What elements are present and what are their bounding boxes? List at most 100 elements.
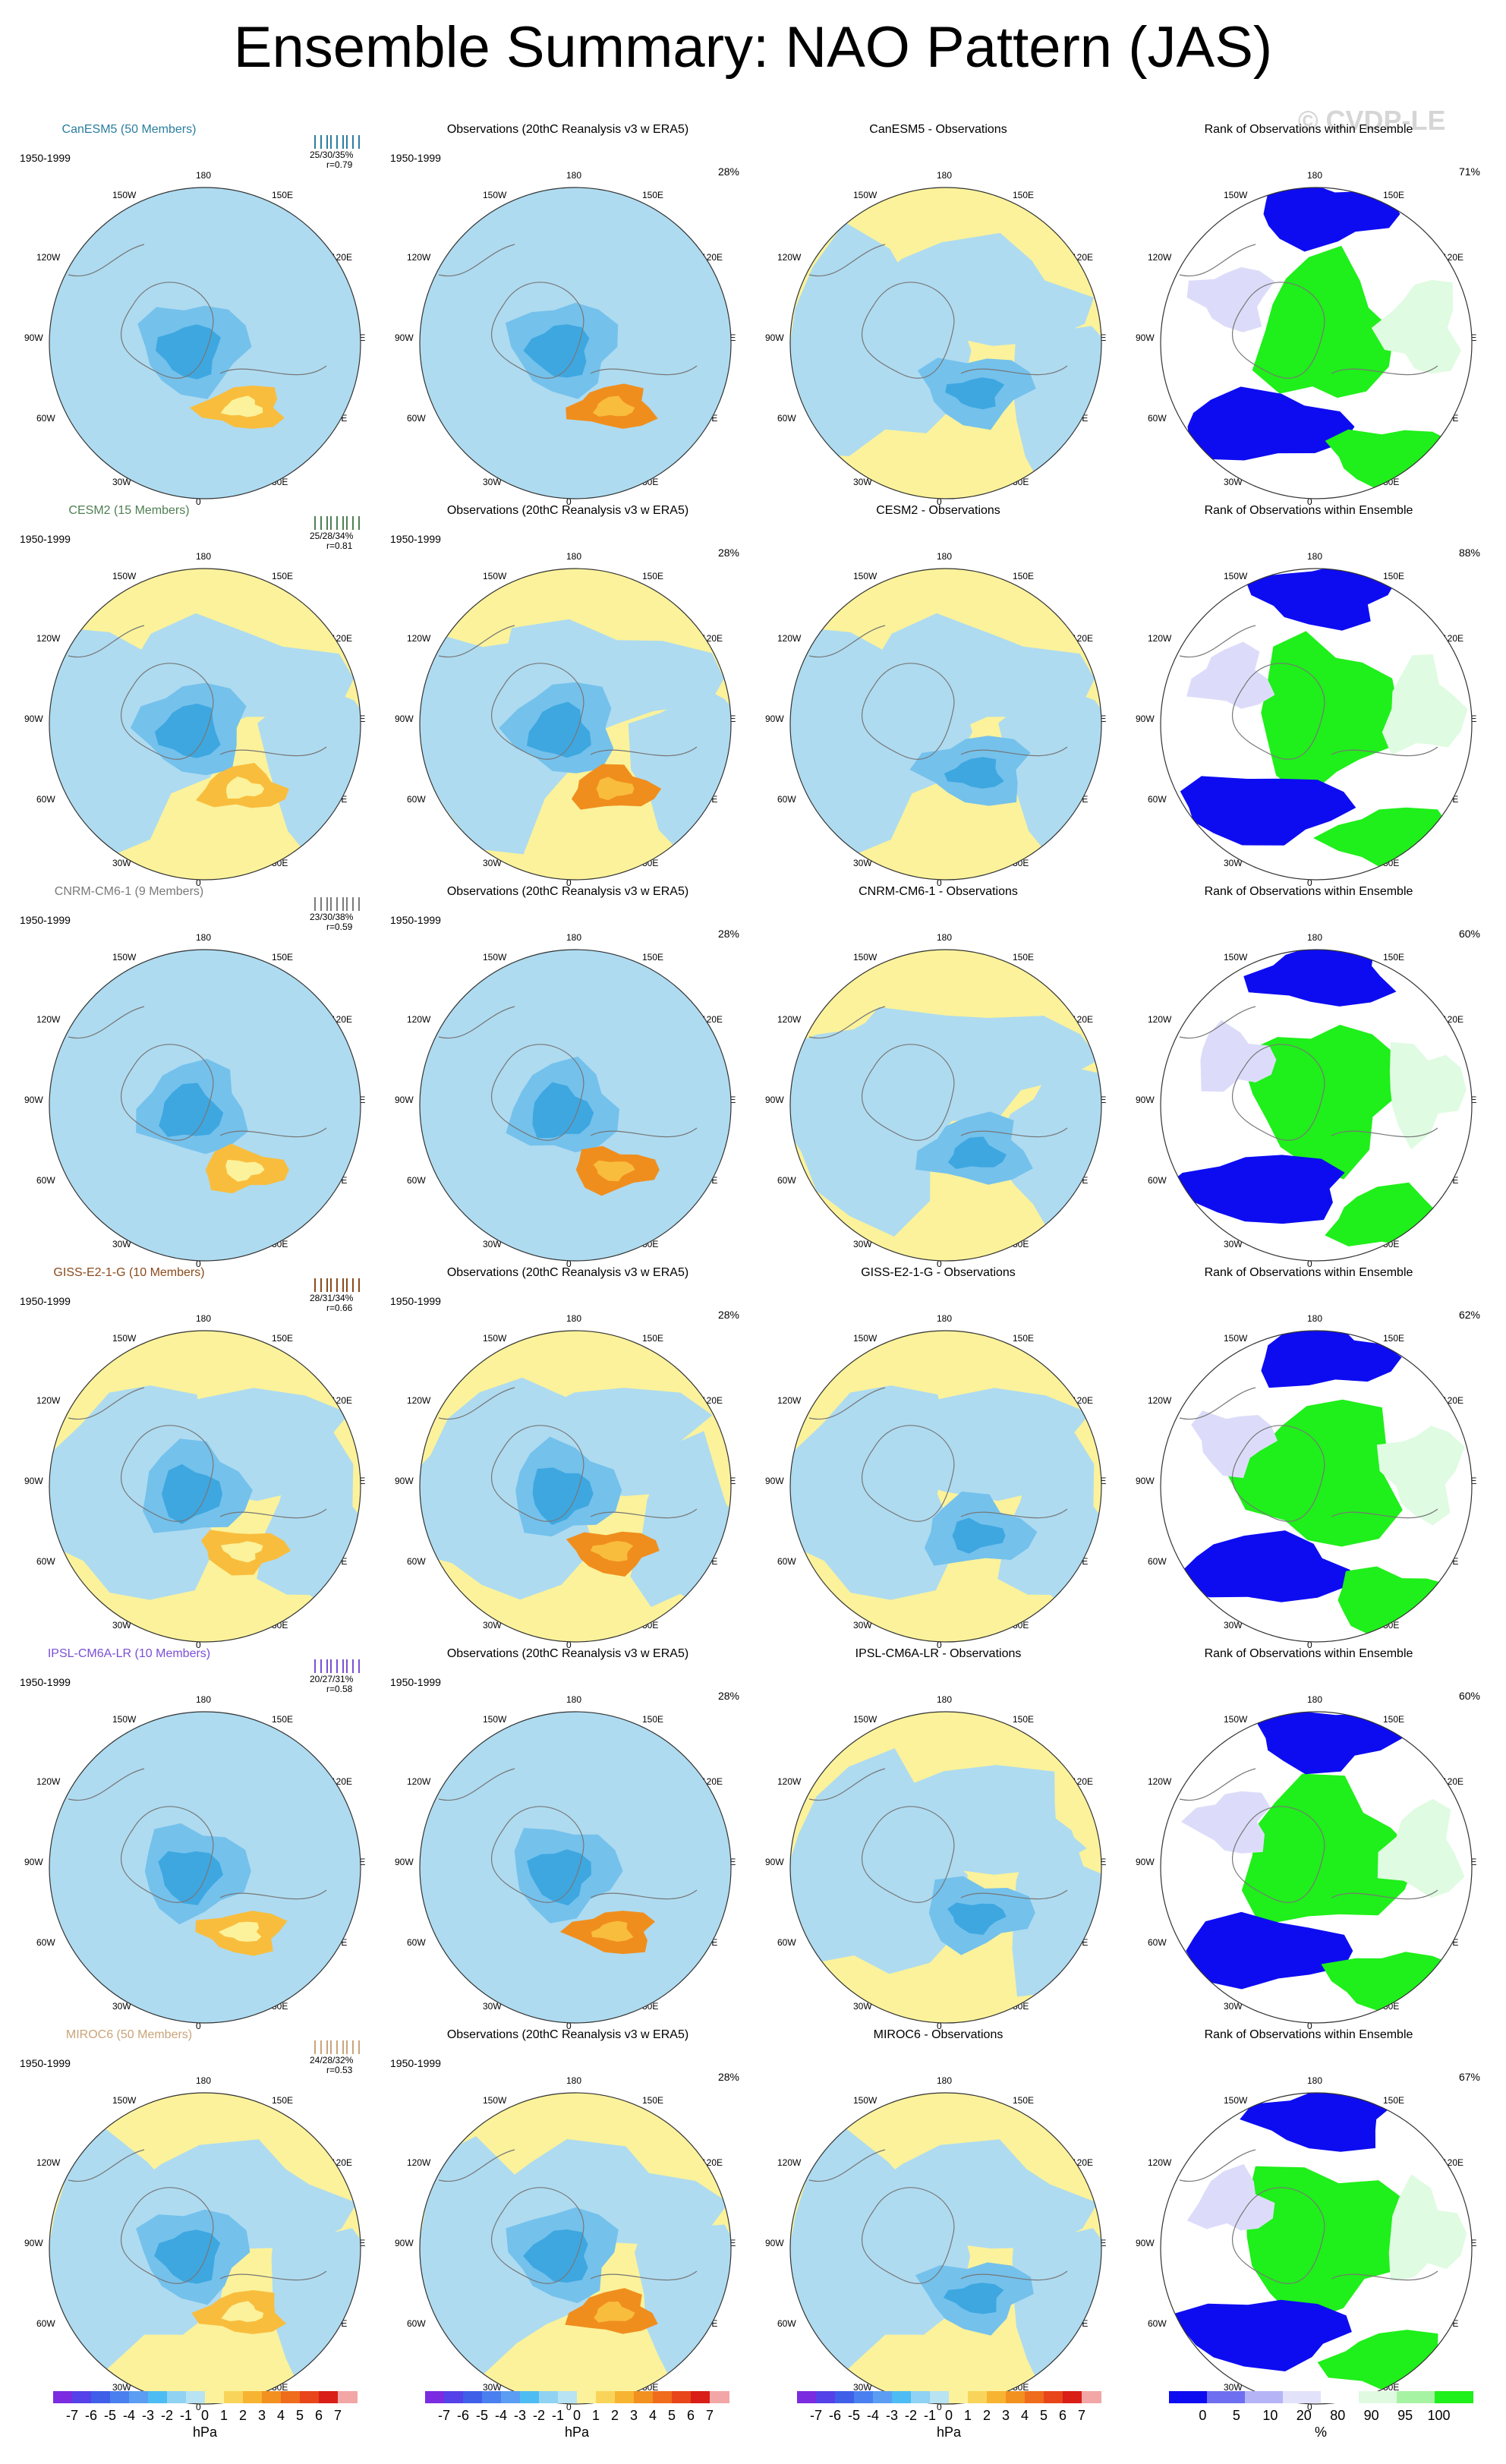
longitude-label: 150W bbox=[483, 571, 507, 581]
longitude-label: 180 bbox=[937, 2075, 953, 2086]
diff-title: CESM2 - Observations bbox=[876, 504, 1000, 517]
rank-map bbox=[1160, 2092, 1473, 2405]
longitude-label: 150W bbox=[853, 952, 877, 963]
longitude-label: 120W bbox=[36, 2157, 61, 2168]
obs-percent: 28% bbox=[717, 1309, 739, 1321]
map-boundary bbox=[419, 1330, 732, 1643]
rank-percent: 71% bbox=[1458, 165, 1480, 178]
longitude-label: 180 bbox=[566, 1313, 582, 1324]
member-tick bbox=[352, 897, 354, 911]
member-ticks bbox=[304, 134, 376, 150]
model-panel: CESM2 (15 Members) 1950-1999 25/28/34% r=0.… bbox=[15, 380, 380, 888]
map-boundary bbox=[1160, 1330, 1473, 1643]
colorbar-swatch bbox=[262, 2391, 282, 2403]
longitude-label: 90W bbox=[395, 2238, 414, 2248]
longitude-label: 30W bbox=[112, 477, 131, 487]
longitude-label: 120W bbox=[1148, 252, 1172, 263]
stats-percentiles: 25/30/35% bbox=[310, 150, 354, 160]
colorbar-tick: -5 bbox=[103, 2408, 117, 2423]
longitude-label: 0 bbox=[196, 496, 201, 507]
member-tick bbox=[336, 516, 338, 530]
map-boundary bbox=[419, 568, 732, 881]
coastline bbox=[808, 1006, 1068, 1138]
longitude-label: 180 bbox=[196, 2075, 212, 2086]
rank-mid-region bbox=[1200, 1019, 1277, 1092]
member-tick bbox=[346, 897, 348, 911]
member-tick bbox=[352, 135, 354, 149]
longitude-label: 150E bbox=[642, 1714, 664, 1725]
colorbar-tick: -5 bbox=[847, 2408, 861, 2423]
coastline bbox=[438, 1387, 698, 1519]
longitude-label: 0 bbox=[566, 2402, 572, 2412]
longitude-label: 150W bbox=[483, 2095, 507, 2106]
longitude-label: 120W bbox=[36, 252, 61, 263]
map-boundary bbox=[49, 187, 361, 499]
longitude-label: 90W bbox=[1136, 1095, 1155, 1105]
rank-low-region bbox=[1171, 1530, 1350, 1602]
obs-title: Observations (20thC Reanalysis v3 w ERA5… bbox=[446, 885, 689, 898]
longitude-label: 150W bbox=[853, 1714, 877, 1725]
member-tick bbox=[358, 2040, 360, 2054]
rank-title: Rank of Observations within Ensemble bbox=[1204, 1266, 1413, 1279]
longitude-label: 150W bbox=[1224, 1714, 1248, 1725]
watermark: © CVDP-LE bbox=[1298, 105, 1446, 136]
longitude-label: 120W bbox=[407, 633, 431, 644]
colorbar-swatch bbox=[968, 2391, 988, 2403]
stats-correlation: r=0.79 bbox=[326, 159, 353, 170]
member-tick bbox=[314, 516, 316, 530]
colorbar-swatch bbox=[148, 2391, 168, 2403]
ensemble-stats: 24/28/32% r=0.53 bbox=[304, 2039, 376, 2075]
colorbar-swatch bbox=[520, 2391, 540, 2403]
longitude-label: 180 bbox=[937, 1694, 953, 1705]
longitude-label: 60W bbox=[407, 794, 426, 805]
negative-anomaly-region bbox=[49, 222, 231, 456]
colorbar-swatch bbox=[444, 2391, 464, 2403]
colorbar-tick: -2 bbox=[160, 2408, 174, 2423]
negative-anomaly-region bbox=[790, 1748, 968, 1974]
colorbar-tick: 4 bbox=[276, 2408, 285, 2423]
colorbar-swatch bbox=[653, 2391, 673, 2403]
longitude-label: 150E bbox=[1013, 571, 1035, 581]
member-tick bbox=[342, 1278, 344, 1292]
longitude-label: 150E bbox=[1383, 1333, 1405, 1344]
longitude-label: 90W bbox=[24, 1476, 43, 1486]
colorbar-tick: 6 bbox=[314, 2408, 323, 2423]
colorbar-swatch bbox=[615, 2391, 635, 2403]
colorbar-swatch bbox=[691, 2391, 710, 2403]
rank-mid-region bbox=[1186, 2163, 1275, 2231]
longitude-label: 180 bbox=[1307, 551, 1323, 562]
obs-panel: Observations (20thC Reanalysis v3 w ERA5… bbox=[386, 1904, 750, 2412]
obs-map bbox=[419, 1711, 732, 2024]
diff-title: MIROC6 - Observations bbox=[873, 2028, 1003, 2041]
rank-low-region bbox=[1172, 2299, 1352, 2371]
longitude-label: 90W bbox=[765, 1095, 784, 1105]
longitude-label: 150E bbox=[1383, 2095, 1405, 2106]
colorbar-tick: -6 bbox=[456, 2408, 470, 2423]
longitude-label: 180 bbox=[937, 551, 953, 562]
page-title: Ensemble Summary: NAO Pattern (JAS) bbox=[233, 15, 1273, 80]
rank-title: Rank of Observations within Ensemble bbox=[1204, 504, 1413, 517]
rank-mid-region bbox=[1382, 654, 1468, 755]
model-map bbox=[49, 1330, 361, 1643]
colorbar-hpa-3: -7 -6 -5 -4 -3 -2 -1 0 1 2 3 4 5 6 7 hPa bbox=[797, 2391, 1101, 2452]
longitude-label: 30W bbox=[483, 1239, 502, 1249]
longitude-label: 120W bbox=[777, 1014, 802, 1025]
member-tick bbox=[326, 135, 328, 149]
longitude-label: 180 bbox=[196, 1313, 212, 1324]
obs-map bbox=[419, 1330, 732, 1643]
longitude-label: 150E bbox=[642, 571, 664, 581]
colorbar-swatch bbox=[797, 2391, 817, 2403]
colorbar-tick: -1 bbox=[923, 2408, 937, 2423]
colorbar-swatch bbox=[281, 2391, 301, 2403]
coastline bbox=[1232, 663, 1325, 760]
colorbar-tick: -7 bbox=[437, 2408, 451, 2423]
period-label: 1950-1999 bbox=[390, 1295, 441, 1307]
colorbar-swatch bbox=[338, 2391, 358, 2403]
longitude-label: 30W bbox=[483, 858, 502, 868]
longitude-label: 60W bbox=[36, 1175, 55, 1186]
colorbar-swatch bbox=[53, 2391, 73, 2403]
model-title: CESM2 (15 Members) bbox=[68, 504, 190, 517]
rank-low-region bbox=[1244, 569, 1397, 631]
longitude-label: 150W bbox=[853, 190, 877, 200]
longitude-label: 180 bbox=[1307, 1313, 1323, 1324]
